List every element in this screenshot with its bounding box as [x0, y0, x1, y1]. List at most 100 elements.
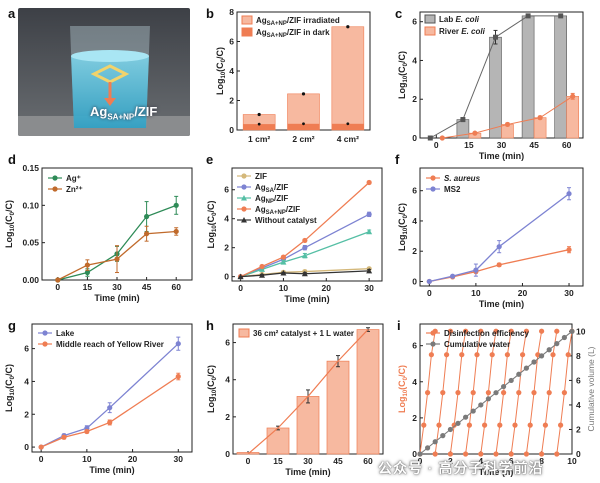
data-point: [485, 390, 491, 396]
data-point: [554, 451, 560, 457]
data-point: [447, 328, 453, 334]
bar-dark-point: [257, 122, 261, 126]
data-point: [496, 262, 502, 268]
y-tick-label: 2: [576, 424, 581, 434]
x-tick-label: 60: [562, 140, 572, 150]
panel-letter-g: g: [8, 318, 16, 333]
data-point: [107, 419, 113, 426]
y-tick-label: 6: [576, 375, 581, 385]
legend-swatch: [424, 14, 436, 24]
y-tick-label: 6: [24, 344, 29, 354]
data-point: [504, 121, 511, 128]
trend-line: [247, 329, 369, 455]
y-tick-label: 0.00: [22, 275, 39, 285]
bar-top-point: [346, 25, 350, 29]
data-point: [508, 451, 514, 457]
legend-swatch: [424, 26, 436, 36]
y-tick-label: 2: [412, 246, 417, 256]
data-point: [241, 195, 247, 201]
data-point: [237, 273, 244, 280]
y-tick-label: 4: [412, 55, 417, 65]
y-axis-label: Log10(C0/C): [206, 200, 218, 248]
data-point: [426, 278, 432, 285]
data-point: [38, 444, 44, 450]
x-tick-label: 0: [246, 456, 251, 466]
y-tick-label: 6: [412, 186, 417, 196]
legend-label: AgSA/ZIF: [255, 183, 288, 194]
beaker-illustration: [18, 8, 190, 136]
data-point: [425, 445, 431, 451]
x-tick-label: 10: [471, 288, 481, 298]
x-axis-label: Time (h): [479, 467, 514, 477]
y-tick-label: 0: [229, 125, 234, 135]
y-tick-label: 0: [24, 442, 29, 452]
series-line: [40, 343, 179, 448]
x-tick-label: 30: [303, 456, 313, 466]
data-point: [366, 179, 372, 186]
data-point: [472, 130, 478, 136]
x-tick-label: 2: [448, 456, 453, 466]
bar-dark-point: [302, 122, 305, 126]
data-point: [241, 184, 247, 190]
y-tick-label: 2: [412, 94, 417, 104]
legend-label: MS2: [444, 185, 461, 194]
chart-g: 0 2 4 6 0 10 20 30 Log10(C0/C) Time (min) Lake Midd…: [4, 323, 193, 475]
data-point: [84, 269, 90, 276]
legend-label: Lake: [56, 329, 75, 338]
data-point: [478, 402, 484, 408]
x-tick-label: 15: [273, 456, 283, 466]
y-tick-label: 2: [224, 243, 229, 253]
x-tick-label: 30: [112, 282, 122, 292]
y-tick-label: 0: [576, 449, 581, 459]
legend-label: Middle reach of Yellow River: [56, 340, 164, 349]
x-tick-label: 0: [434, 140, 439, 150]
data-point: [489, 352, 495, 358]
legend-label: AgSA+NP/ZIF: [255, 205, 300, 216]
bar-irradiated: [331, 26, 365, 131]
x-tick-label: 30: [364, 283, 374, 293]
data-point: [463, 328, 469, 334]
data-point: [52, 175, 58, 181]
chart-f: 0 2 4 6 0 10 20 30 Log10(C0/C) Time (min) S. aureu…: [397, 167, 584, 309]
data-point: [447, 451, 453, 457]
x-tick-label: 0: [39, 454, 44, 464]
y-axis-label: Log10(C0/C): [206, 365, 218, 413]
data-point: [512, 422, 518, 428]
x-tick-label: 0: [418, 456, 423, 466]
x-tick-label: 6: [509, 456, 514, 466]
bar-dark: [287, 123, 320, 130]
bar-lab-ecoli: [489, 36, 502, 139]
x-tick-label: 0: [238, 283, 243, 293]
x-tick-label: 45: [142, 282, 152, 292]
data-point: [527, 422, 533, 428]
data-point: [470, 390, 476, 396]
data-point: [84, 262, 90, 268]
data-point: [504, 352, 510, 358]
legend-label: ZIF: [255, 172, 267, 181]
data-point: [55, 277, 61, 283]
y-tick-label: 2: [24, 409, 29, 419]
data-point: [144, 231, 150, 237]
bar-catalyst: [326, 360, 350, 455]
x-tick-label: 15: [83, 282, 93, 292]
bar-river-ecoli: [566, 96, 580, 139]
data-point: [430, 186, 436, 192]
data-point: [565, 352, 571, 358]
data-point: [542, 422, 549, 428]
x-tick-label: 10: [279, 283, 289, 293]
y-tick-label: 4: [224, 214, 229, 224]
x-axis-label: Time (min): [284, 294, 329, 304]
x-tick-label: 60: [363, 456, 373, 466]
x-axis-label: Time (min): [94, 293, 139, 303]
data-point: [546, 390, 552, 396]
y-tick-label: 4: [225, 375, 230, 385]
data-point: [463, 451, 469, 457]
panel-letter-b: b: [206, 6, 214, 21]
data-point: [42, 330, 48, 336]
data-point: [259, 263, 265, 270]
x-tick-label: 30: [497, 140, 507, 150]
panel-letter-a: a: [8, 6, 16, 21]
y-tick-label: 2: [229, 96, 234, 106]
legend-swatch: [241, 27, 253, 37]
legend-label: Ag⁺: [66, 174, 81, 183]
